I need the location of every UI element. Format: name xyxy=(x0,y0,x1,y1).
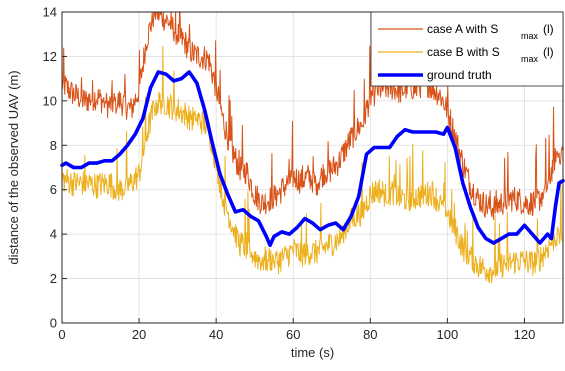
ground-truth-line xyxy=(60,70,565,248)
x-tick-label: 100 xyxy=(437,327,459,342)
legend-suffix: (l) xyxy=(543,45,554,59)
x-tick-label: 0 xyxy=(58,327,65,342)
x-tick-label: 80 xyxy=(363,327,377,342)
x-tick-label: 120 xyxy=(514,327,536,342)
x-tick-label: 60 xyxy=(286,327,300,342)
y-tick-label: 14 xyxy=(43,5,57,20)
legend-label: ground truth xyxy=(427,68,492,82)
y-tick-label: 10 xyxy=(43,93,57,108)
plot-frame xyxy=(61,11,564,324)
y-tick-label: 4 xyxy=(50,227,57,242)
x-tick-label: 20 xyxy=(132,327,146,342)
legend-subscript: max xyxy=(521,54,539,64)
legend-subscript: max xyxy=(521,31,539,41)
y-tick-label: 8 xyxy=(50,138,57,153)
axis-ticks: 0 20 40 60 80 100 120 0 2 4 6 8 10 12 14 xyxy=(43,5,536,343)
legend-label: case B with S xyxy=(427,45,500,59)
y-tick-label: 6 xyxy=(50,182,57,197)
series-line-1 xyxy=(61,11,564,220)
legend-suffix: (l) xyxy=(543,22,554,36)
legend: case A with S max (l) case B with S max (l) gr… xyxy=(370,11,564,87)
series-layer xyxy=(60,11,565,284)
legend-label: case A with S xyxy=(427,22,498,36)
y-tick-label: 0 xyxy=(50,316,57,331)
y-axis-label: distance of the observed UAV (m) xyxy=(6,70,21,264)
y-tick-label: 2 xyxy=(50,271,57,286)
x-axis-label: time (s) xyxy=(291,345,334,360)
series-line-2 xyxy=(61,45,564,284)
y-tick-label: 12 xyxy=(43,49,57,64)
x-tick-label: 40 xyxy=(209,327,223,342)
